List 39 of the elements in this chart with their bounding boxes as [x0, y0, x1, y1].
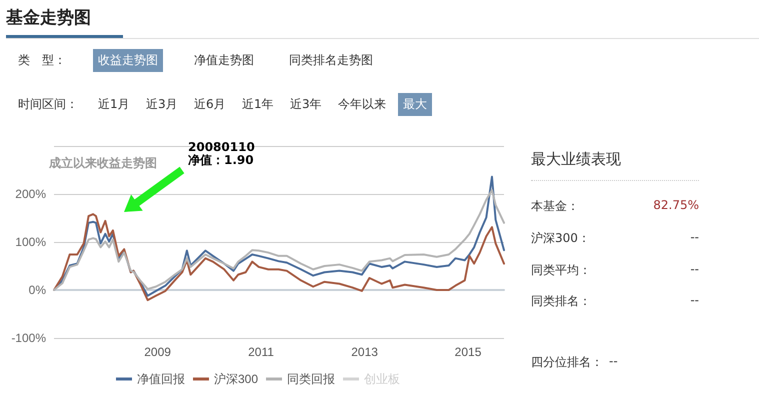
legend-label: 同类回报: [287, 372, 336, 386]
annotation: 20080110 净值：1.90: [188, 140, 255, 167]
text: 同类排名走势图: [288, 52, 374, 69]
x-tick-label: 2015: [454, 345, 482, 359]
text: 类 型：: [18, 52, 66, 69]
y-tick-label: 0%: [28, 283, 46, 297]
text: --: [690, 230, 699, 244]
line-series: [53, 189, 505, 291]
y-tick-label: 100%: [15, 235, 46, 249]
text: --: [609, 354, 618, 368]
text: 净值走势图: [193, 52, 255, 69]
legend-label: 沪深300: [214, 372, 258, 386]
x-tick-label: 2011: [248, 345, 274, 359]
text: 近6月: [193, 96, 227, 113]
text: 近3月: [145, 96, 179, 113]
text: 成立以来收益走势图: [48, 156, 157, 170]
text: 本基金：: [531, 198, 579, 215]
x-tick-label: 2009: [144, 345, 172, 359]
x-tick-label: 2013: [351, 345, 378, 359]
text: 近1年: [241, 96, 275, 113]
legend-label: 净值回报: [136, 372, 185, 386]
text: 收益走势图: [93, 49, 163, 72]
text: 同类排名：: [531, 293, 591, 310]
text: 同类平均：: [531, 262, 591, 279]
chart-title: 基金走势图: [6, 6, 123, 38]
text: 近1月: [97, 96, 131, 113]
y-tick-label: -100%: [11, 331, 46, 345]
text: 82.75%: [653, 198, 699, 212]
text: 近3年: [289, 96, 323, 113]
y-tick-label: 200%: [15, 187, 46, 201]
text: 沪深300：: [531, 230, 590, 247]
text: 四分位排名：: [531, 354, 603, 371]
text: 时间区间：: [18, 96, 78, 113]
text: 最大业绩表现: [531, 150, 621, 169]
text: --: [690, 293, 699, 307]
text: 最大: [398, 93, 432, 116]
text: 今年以来: [337, 96, 387, 113]
line-series: [53, 213, 505, 302]
text: --: [690, 262, 699, 276]
